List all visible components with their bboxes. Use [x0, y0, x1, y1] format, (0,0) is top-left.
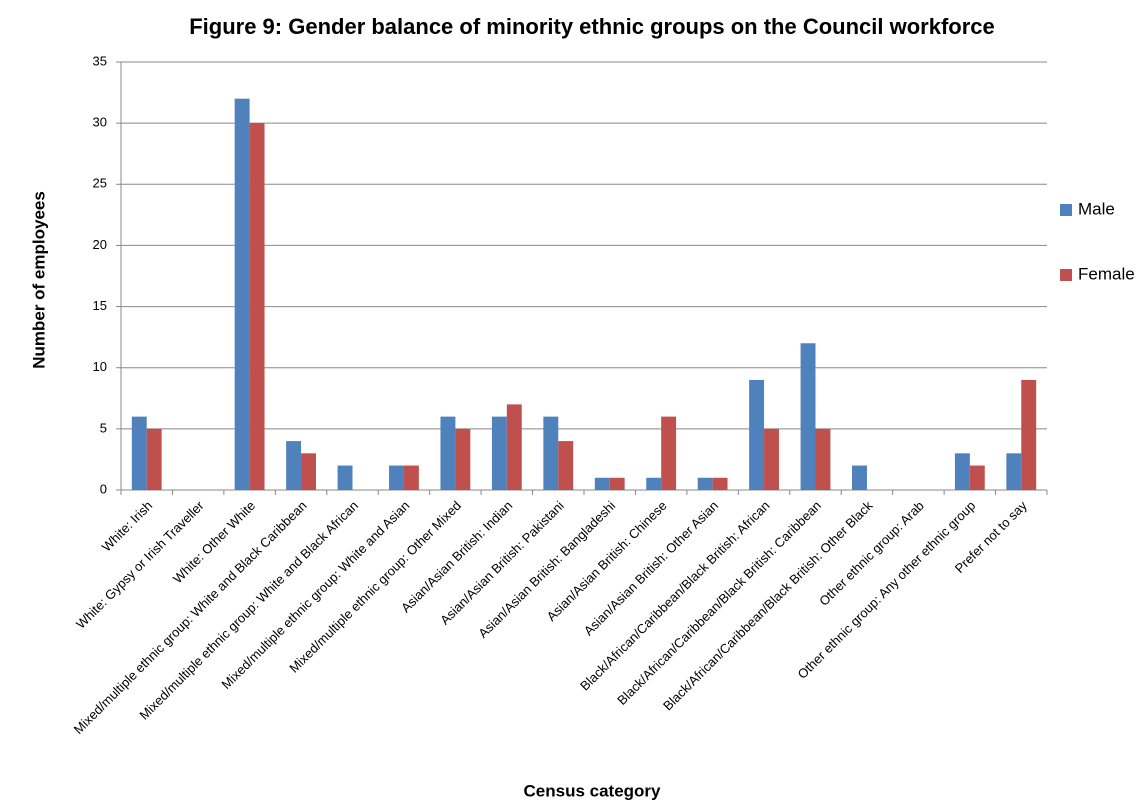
- bar: [800, 343, 816, 490]
- bar: [506, 404, 522, 490]
- bar: [234, 98, 250, 490]
- bar: [712, 477, 728, 490]
- y-tick-label: 30: [93, 115, 107, 130]
- bar: [1021, 379, 1037, 490]
- bar: [491, 416, 507, 490]
- bar: [403, 465, 419, 490]
- legend-swatch: [1060, 204, 1072, 216]
- bar: [389, 465, 404, 490]
- x-axis-title: Census category: [524, 781, 662, 800]
- legend-swatch: [1060, 269, 1072, 281]
- y-tick-label: 0: [100, 481, 107, 496]
- bar: [301, 453, 316, 490]
- legend-label: Female: [1078, 264, 1135, 283]
- bar: [440, 416, 456, 490]
- y-tick-label: 20: [93, 237, 107, 252]
- legend-label: Male: [1078, 199, 1115, 218]
- y-tick-label: 5: [100, 420, 107, 435]
- bar: [455, 428, 471, 490]
- bar: [249, 123, 265, 491]
- x-tick-label: Other ethnic group: Any other ethnic gro…: [795, 498, 979, 682]
- x-tick-label: Black/African/Caribbean/Black British: A…: [577, 498, 773, 694]
- x-tick-label: Other ethnic group: Arab: [816, 498, 927, 609]
- bar: [697, 477, 713, 490]
- bar: [146, 428, 162, 490]
- bar: [558, 441, 574, 490]
- bar: [954, 453, 970, 490]
- y-tick-label: 10: [93, 359, 107, 374]
- y-tick-label: 15: [93, 298, 107, 313]
- bar: [543, 416, 559, 490]
- bar: [337, 465, 353, 490]
- bar: [609, 477, 625, 490]
- bar: [1006, 453, 1022, 490]
- bar: [852, 465, 867, 490]
- x-tick-label: Mixed/multiple ethnic group: White and B…: [71, 498, 310, 737]
- chart-title: Figure 9: Gender balance of minority eth…: [189, 14, 995, 39]
- bar: [749, 379, 765, 490]
- bar: [594, 477, 610, 490]
- bar: [131, 416, 147, 490]
- bar: [815, 428, 831, 490]
- bar: [661, 416, 677, 490]
- bar: [646, 477, 662, 490]
- bar: [969, 465, 985, 490]
- y-tick-label: 35: [93, 53, 107, 68]
- bar: [764, 428, 779, 490]
- y-tick-label: 25: [93, 176, 107, 191]
- y-axis-title: Number of employees: [29, 191, 48, 369]
- x-tick-label: Mixed/multiple ethnic group: White and A…: [218, 498, 412, 692]
- bar: [286, 441, 302, 490]
